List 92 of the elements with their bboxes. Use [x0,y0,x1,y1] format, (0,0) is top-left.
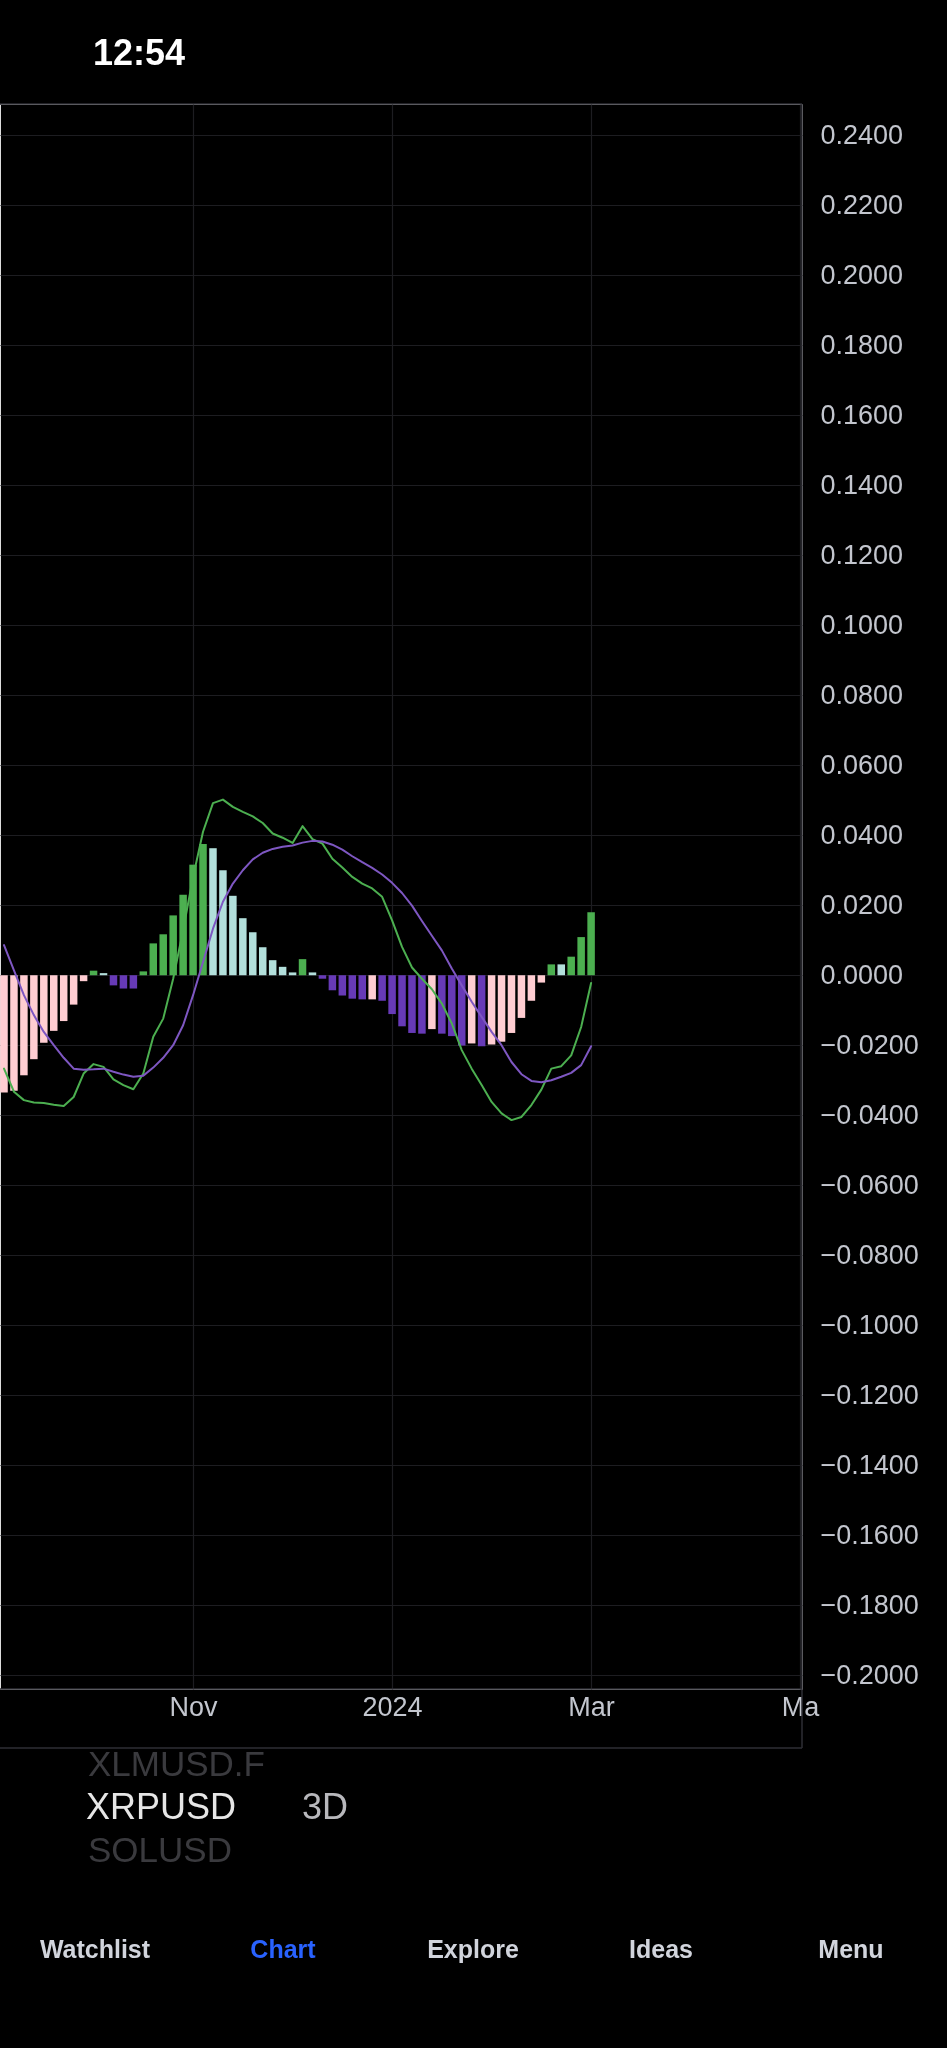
x-tick-label: Mar [568,1691,615,1722]
bar [517,975,526,1018]
y-tick-label: 0.2400 [820,119,904,150]
y-tick-label: 0.0800 [820,679,904,710]
text: 12:54 [92,32,186,73]
text: Explore [427,1935,519,1963]
y-tick-label: −0.0400 [820,1099,919,1130]
text: XLMUSD.F [88,1744,265,1783]
x-tick-label: Ma [781,1691,821,1722]
y-tick-label: −0.2000 [820,1659,919,1690]
y-tick-label: −0.0200 [820,1029,919,1060]
bar [537,975,546,983]
y-tick-label: −0.1400 [820,1449,919,1480]
bar [448,975,456,1037]
bar [298,959,307,976]
bar [40,975,48,1043]
bar [119,975,128,989]
line-series [3,839,593,1084]
bar [408,975,416,1033]
y-tick-label: −0.0600 [820,1169,919,1200]
bar [507,975,516,1033]
bar [0,975,8,1093]
bar [209,848,217,976]
bar [497,975,506,1042]
y-tick-label: −0.1000 [820,1309,919,1340]
y-tick-label: −0.0800 [820,1239,919,1270]
line-series [3,798,593,1122]
bar [258,947,267,976]
y-tick-label: −0.1600 [820,1519,919,1550]
x-tick-label: 2024 [362,1691,423,1722]
text: SOLUSD [88,1830,232,1869]
bar [30,975,38,1060]
bar [338,975,347,996]
text: Ideas [629,1935,693,1963]
y-tick-label: 0.1000 [820,609,904,640]
bar [239,918,247,976]
y-tick-label: −0.1800 [820,1589,919,1620]
y-tick-label: 0.0600 [820,749,904,780]
bar [577,937,585,976]
text: XRPUSD [86,1786,237,1827]
y-tick-label: 0.2000 [820,259,904,290]
bar [328,975,337,991]
bar [199,844,207,976]
bar [368,975,376,1000]
text: Watchlist [39,1935,151,1963]
bar [139,971,148,976]
bar [358,975,366,1000]
bar [20,975,28,1076]
bar [398,975,406,1027]
bar [567,956,575,976]
bar [378,975,386,1001]
bar [249,932,257,976]
bar [10,975,18,1091]
bar [219,870,227,976]
bar [149,943,158,976]
text: Menu [818,1935,884,1963]
bar [59,975,68,1022]
bar [69,975,78,1005]
y-tick-label: 0.0000 [820,959,904,990]
bar [229,895,237,976]
y-tick-label: 0.1400 [820,469,904,500]
bar [159,934,167,976]
bar [547,964,556,976]
bar [109,975,118,986]
bar [318,975,327,979]
bar [308,972,317,976]
bar [388,975,396,1015]
y-tick-label: 0.0200 [820,889,904,920]
bar [527,975,536,1001]
x-tick-label: Nov [169,1691,219,1722]
y-tick-label: 0.0400 [820,819,904,850]
bar [189,864,197,976]
y-tick-label: 0.2200 [820,189,904,220]
bar [587,912,595,976]
bar [428,975,436,1030]
bar [79,975,88,982]
bar [288,972,297,976]
text: 3D [301,1786,349,1827]
y-tick-label: 0.1800 [820,329,904,360]
bar [418,975,426,1034]
bar [438,975,446,1034]
bar [348,975,357,999]
y-tick-label: −0.1200 [820,1379,919,1410]
y-tick-label: 0.1600 [820,399,904,430]
bar [179,894,187,976]
bar [268,960,277,976]
y-tick-label: 0.1200 [820,539,904,570]
text: Chart [250,1935,317,1963]
bar [169,915,177,976]
bar [50,975,58,1031]
bar [557,964,565,976]
bar [129,975,138,989]
